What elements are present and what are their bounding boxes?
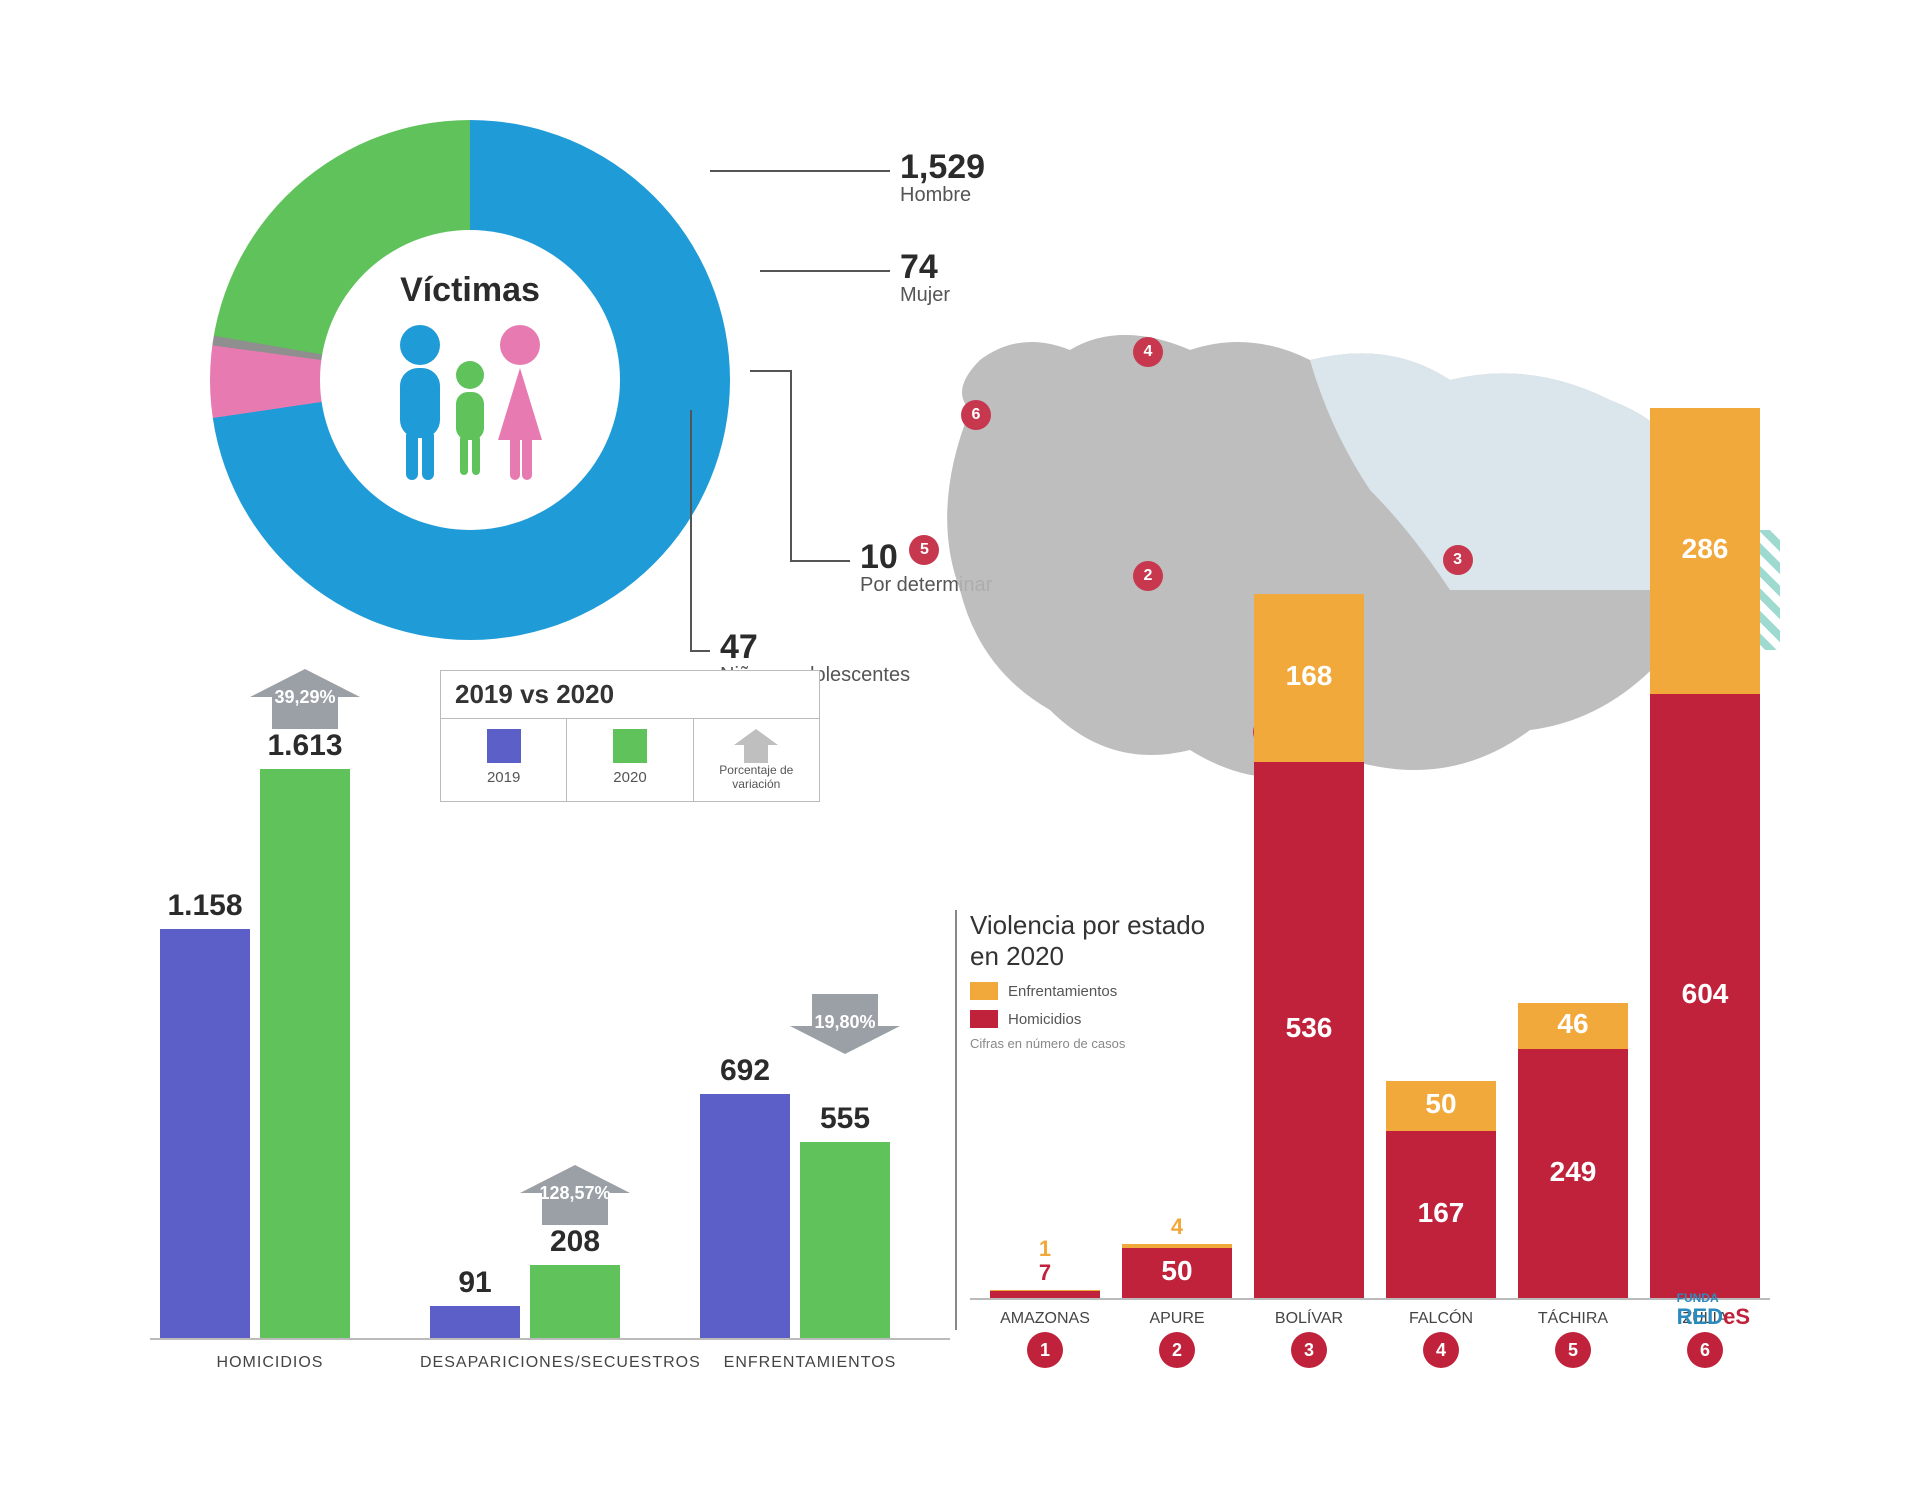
donut-value-mujer: 74 (900, 250, 950, 284)
donut-value-hombre: 1,529 (900, 150, 985, 184)
family-icon (370, 320, 570, 490)
state-index-dot: 1 (1027, 1332, 1063, 1368)
value-homicidios: 167 (1386, 1197, 1496, 1229)
donut-value-ninos: 47 (720, 630, 910, 664)
brand-logo: FUNDA REDeS (1677, 1294, 1750, 1330)
value-homicidios: 50 (1122, 1255, 1232, 1287)
donut-label-hombre: Hombre (900, 184, 985, 207)
value-homicidios: 536 (1254, 1012, 1364, 1044)
state-label: AMAZONAS (990, 1310, 1100, 1328)
value-homicidios: 604 (1650, 978, 1760, 1010)
donut-center: Víctimas (320, 230, 620, 530)
bar-2019 (430, 1306, 520, 1338)
bar-enfrentamientos (1122, 1244, 1232, 1248)
category-label: DESAPARICIONES/SECUESTROS (420, 1354, 660, 1372)
variation-arrow: 39,29% (250, 669, 360, 729)
bar-value: 1.613 (260, 729, 350, 763)
bar-2020 (260, 769, 350, 1338)
state-index-dot: 2 (1159, 1332, 1195, 1368)
state-label: FALCÓN (1386, 1310, 1496, 1328)
variation-arrow: 19,80% (790, 994, 900, 1054)
bar-2019 (160, 929, 250, 1338)
bar-value: 208 (530, 1225, 620, 1259)
state-index-dot: 6 (1687, 1332, 1723, 1368)
bar-value: 692 (700, 1054, 790, 1088)
value-homicidios: 7 (990, 1260, 1100, 1286)
donut-title: Víctimas (400, 271, 540, 310)
state-index-dot: 4 (1423, 1332, 1459, 1368)
category-label: ENFRENTAMIENTOS (690, 1354, 930, 1372)
bystate-chart: 71AMAZONAS1504APURE2536168BOLÍVAR316750F… (970, 350, 1770, 1380)
bar-enfrentamientos (990, 1290, 1100, 1291)
state-index-dot: 3 (1291, 1332, 1327, 1368)
state-label: TÁCHIRA (1518, 1310, 1628, 1328)
value-enfrentamientos: 50 (1386, 1088, 1496, 1120)
bar-value: 1.158 (160, 889, 250, 923)
separator (955, 910, 957, 1330)
value-enfrentamientos: 286 (1650, 533, 1760, 565)
category-label: HOMICIDIOS (150, 1354, 390, 1372)
bar-value: 555 (800, 1102, 890, 1136)
victims-donut: Víctimas (210, 120, 730, 640)
bar-2020 (530, 1265, 620, 1338)
value-enfrentamientos: 1 (990, 1236, 1100, 1262)
state-label: BOLÍVAR (1254, 1310, 1364, 1328)
value-enfrentamientos: 168 (1254, 660, 1364, 692)
bar-2019 (700, 1094, 790, 1338)
bar-value: 91 (430, 1266, 520, 1300)
comparison-chart: 1.1581.613 39,29%HOMICIDIOS91208 128,57%… (150, 700, 950, 1380)
variation-arrow: 128,57% (520, 1165, 630, 1225)
chart-baseline (970, 1298, 1770, 1300)
state-label: APURE (1122, 1310, 1232, 1328)
value-homicidios: 249 (1518, 1156, 1628, 1188)
bar-homicidios (990, 1291, 1100, 1298)
state-index-dot: 5 (1555, 1332, 1591, 1368)
value-enfrentamientos: 46 (1518, 1008, 1628, 1040)
bar-2020 (800, 1142, 890, 1338)
chart-baseline (150, 1338, 950, 1340)
value-enfrentamientos: 4 (1122, 1214, 1232, 1240)
